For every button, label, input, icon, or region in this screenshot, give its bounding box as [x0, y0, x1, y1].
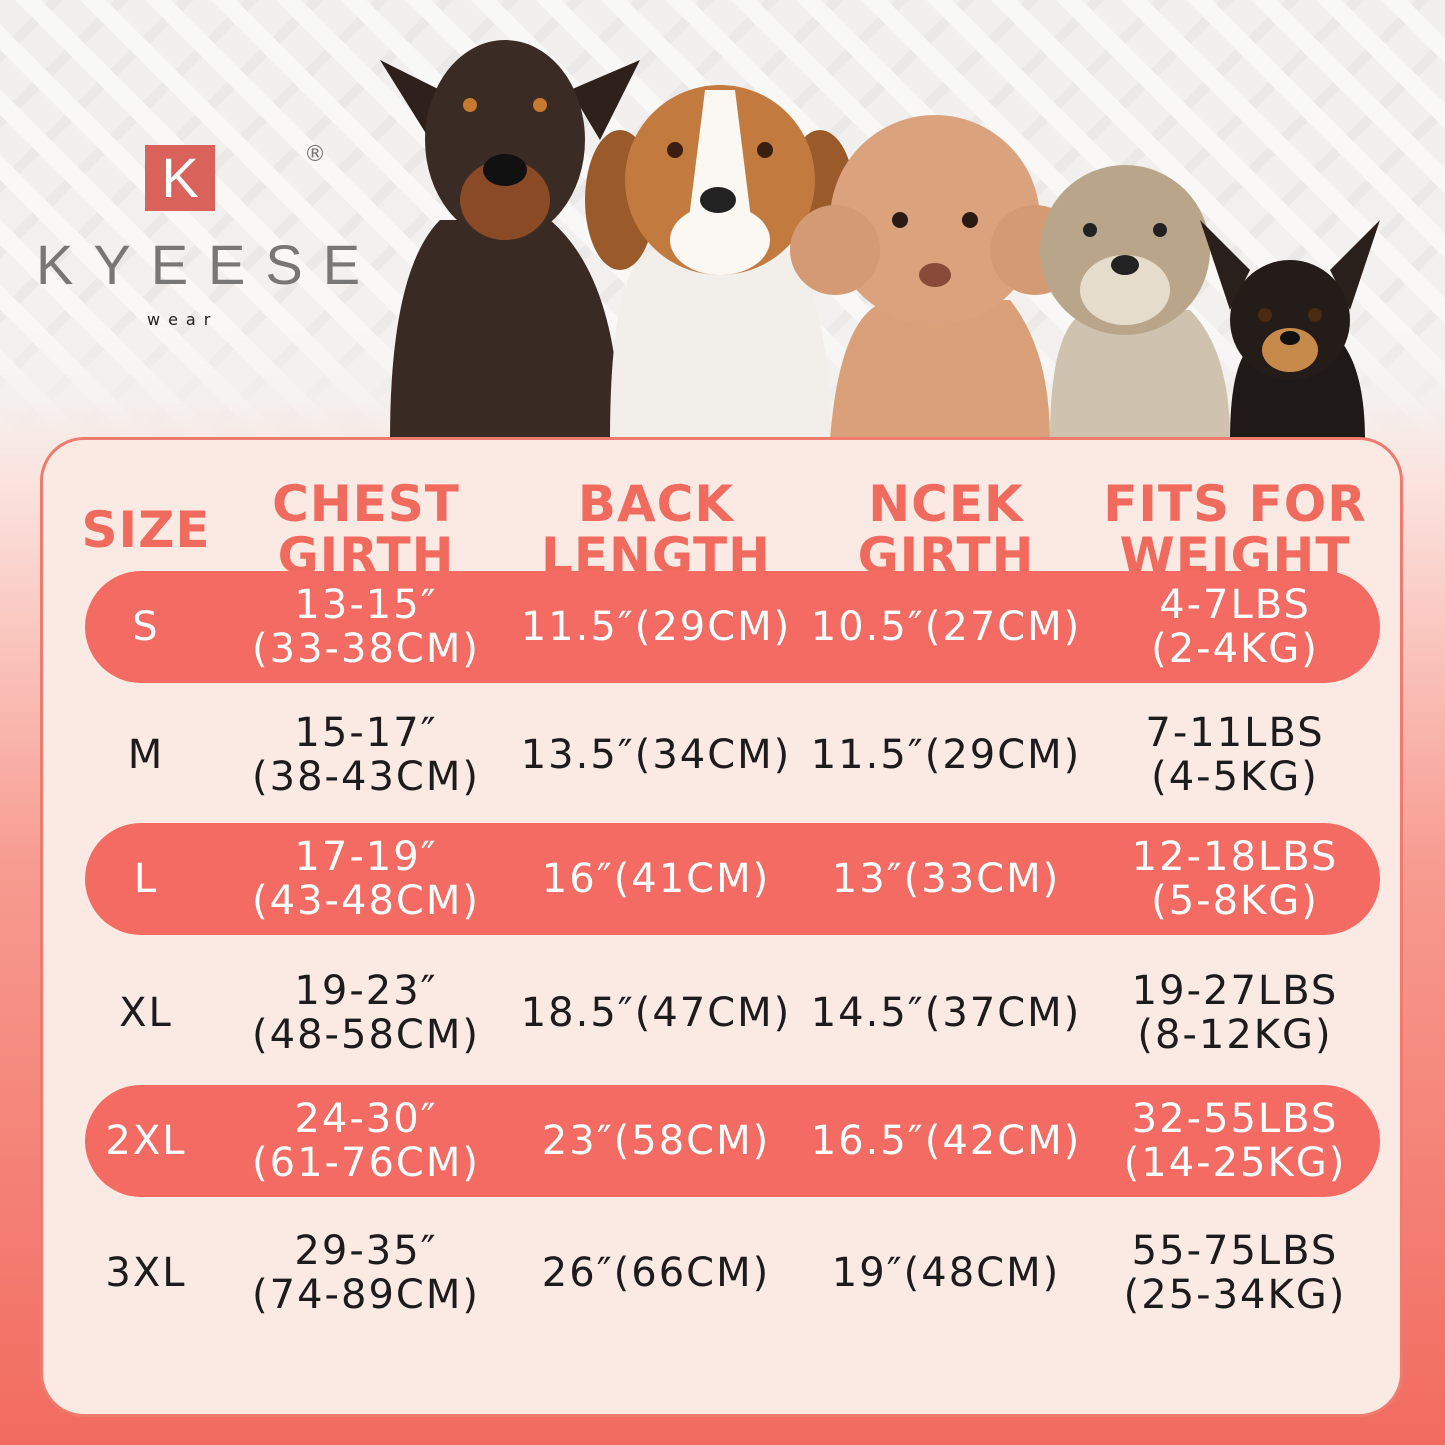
cell-weight: 19-27LBS (8-12KG) — [1131, 968, 1339, 1058]
cell-back: 13.5″(34CM) — [520, 732, 792, 778]
cell-neck: 11.5″(29CM) — [810, 732, 1082, 778]
cell-size: 2XL — [105, 1118, 187, 1164]
cell-weight: 4-7LBS (2-4KG) — [1151, 582, 1319, 672]
cell-size: XL — [119, 990, 173, 1036]
table-row-l: L 17-19″ (43-48CM) 16″(41CM) 13″(33CM) 12-18L… — [85, 823, 1380, 935]
cell-chest: 29-35″ (74-89CM) — [252, 1228, 480, 1318]
cell-neck: 13″(33CM) — [831, 856, 1061, 902]
brand-logo: K ® KYEESE wear — [30, 140, 360, 340]
terrier-image — [1040, 165, 1230, 440]
table-row-s: S 13-15″ (33-38CM) 11.5″(29CM) 10.5″(27CM) 4-… — [85, 571, 1380, 683]
cell-size: L — [133, 856, 159, 902]
header-neck-girth: NCEK GIRTH — [857, 475, 1035, 585]
cell-back: 23″(58CM) — [541, 1118, 771, 1164]
cell-size: S — [132, 604, 160, 650]
cell-weight: 32-55LBS (14-25KG) — [1123, 1096, 1347, 1186]
logo-k-mark: K — [145, 145, 215, 211]
cell-chest: 15-17″ (38-43CM) — [252, 710, 480, 800]
cell-back: 26″(66CM) — [541, 1250, 771, 1296]
cell-neck: 16.5″(42CM) — [810, 1118, 1082, 1164]
table-row-m: M 15-17″ (38-43CM) 13.5″(34CM) 11.5″(29CM) 7-… — [43, 699, 1400, 811]
cell-back: 18.5″(47CM) — [520, 990, 792, 1036]
cell-size: 3XL — [105, 1250, 187, 1296]
cell-back: 11.5″(29CM) — [520, 604, 792, 650]
cell-size: M — [127, 732, 165, 778]
dogs-photo — [380, 40, 1380, 440]
cell-weight: 55-75LBS (25-34KG) — [1123, 1228, 1347, 1318]
table-row-xl: XL 19-23″ (48-58CM) 18.5″(47CM) 14.5″(37CM) 1… — [43, 957, 1400, 1069]
cell-neck: 19″(48CM) — [831, 1250, 1061, 1296]
brand-subtitle: wear — [147, 310, 219, 329]
cell-chest: 24-30″ (61-76CM) — [252, 1096, 480, 1186]
poodle-image — [790, 115, 1080, 440]
cell-chest: 13-15″ (33-38CM) — [252, 582, 480, 672]
header-size: SIZE — [81, 501, 211, 559]
header-weight: FITS FOR WEIGHT — [1103, 475, 1367, 585]
size-chart-table: SIZE CHEST GIRTH BACK LENGTH NCEK GIRTH FIT… — [40, 437, 1403, 1417]
cell-chest: 19-23″ (48-58CM) — [252, 968, 480, 1058]
cell-weight: 7-11LBS (4-5KG) — [1145, 710, 1325, 800]
chihuahua-image — [1200, 220, 1380, 440]
header-back-length: BACK LENGTH — [541, 475, 771, 585]
table-row-2xl: 2XL 24-30″ (61-76CM) 23″(58CM) 16.5″(42CM) 32… — [85, 1085, 1380, 1197]
cell-weight: 12-18LBS (5-8KG) — [1131, 834, 1339, 924]
table-header-row: SIZE CHEST GIRTH BACK LENGTH NCEK GIRTH FIT… — [43, 474, 1400, 586]
cell-neck: 10.5″(27CM) — [810, 604, 1082, 650]
header-chest-girth: CHEST GIRTH — [272, 475, 460, 585]
cell-back: 16″(41CM) — [541, 856, 771, 902]
cell-neck: 14.5″(37CM) — [810, 990, 1082, 1036]
brand-name: KYEESE — [36, 233, 381, 296]
cell-chest: 17-19″ (43-48CM) — [252, 834, 480, 924]
doberman-image — [380, 40, 640, 440]
table-row-3xl: 3XL 29-35″ (74-89CM) 26″(66CM) 19″(48CM) 55-7… — [43, 1217, 1400, 1329]
registered-mark: ® — [304, 142, 326, 167]
